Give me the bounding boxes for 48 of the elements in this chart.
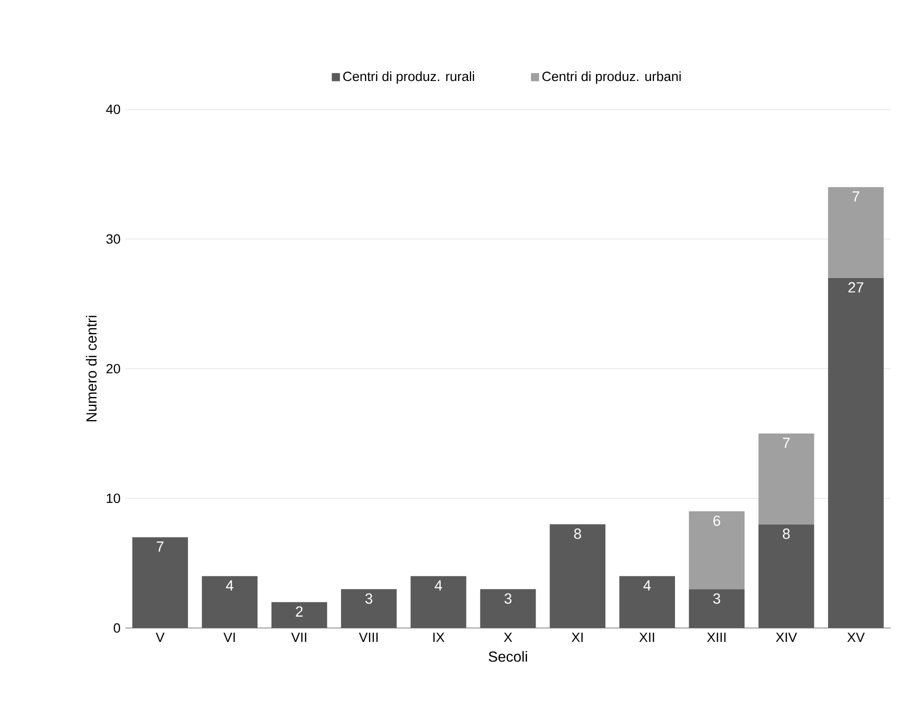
data-label: 4 [434, 580, 442, 590]
x-tick-label: V [156, 632, 165, 642]
x-tick-label: XI [572, 632, 583, 642]
y-tick-label: 20 [106, 364, 120, 374]
bar [410, 576, 466, 628]
data-label: 2 [296, 606, 303, 617]
data-label: 8 [782, 528, 790, 539]
x-tick-label: IX [433, 632, 444, 642]
data-label: 8 [574, 528, 582, 539]
bar [202, 576, 258, 628]
bar [688, 589, 745, 628]
bar [550, 524, 606, 628]
y-tick-label: 30 [106, 234, 120, 244]
legend-label: Centri di produz. rurali [343, 71, 474, 84]
data-label: 3 [713, 593, 720, 604]
data-label: 6 [713, 516, 720, 526]
data-label: 7 [782, 438, 790, 448]
y-tick-label: 40 [106, 104, 120, 114]
bar [828, 278, 884, 628]
x-tick-label: XIII [707, 632, 726, 642]
data-label: 4 [226, 580, 234, 590]
bar [619, 576, 675, 628]
bar [688, 511, 745, 590]
bar [132, 537, 188, 628]
data-label: 4 [643, 580, 651, 590]
y-tick-label: 10 [106, 494, 120, 504]
bar [480, 589, 536, 628]
y-axis-title: Numero di centri [86, 316, 97, 422]
data-label: 3 [504, 593, 512, 604]
legend-label: Centri di produz. urbani [542, 71, 681, 84]
x-tick-label: XII [639, 632, 654, 642]
x-tick-label: VI [223, 632, 235, 642]
data-label: 3 [365, 593, 372, 604]
x-tick-label: XV [847, 632, 865, 642]
bar [341, 589, 397, 628]
data-label: 27 [848, 282, 864, 292]
data-label: 7 [852, 191, 860, 202]
x-axis-title: Secoli [488, 651, 527, 662]
bar [828, 187, 884, 278]
x-tick-label: VIII [358, 632, 378, 642]
bar [758, 434, 814, 524]
bar [758, 524, 814, 628]
y-tick-label: 0 [114, 623, 120, 633]
x-tick-label: XIV [776, 632, 798, 642]
bar [271, 602, 328, 628]
x-tick-label: VII [291, 632, 306, 642]
data-label: 7 [156, 542, 164, 552]
x-tick-label: X [504, 632, 512, 642]
